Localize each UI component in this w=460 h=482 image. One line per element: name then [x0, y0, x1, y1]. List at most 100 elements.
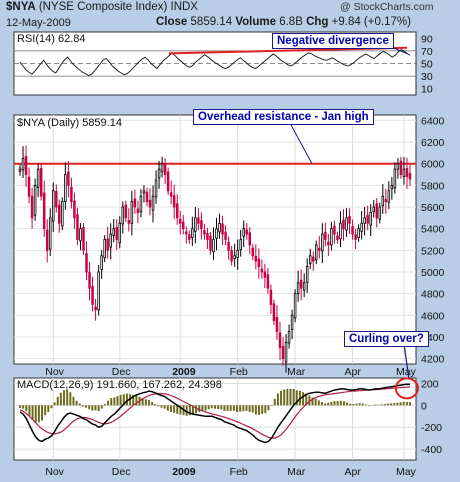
macd-histogram-bar	[141, 398, 144, 406]
price-candle-body	[236, 249, 239, 259]
macd-histogram-bar	[176, 405, 179, 414]
header-stats: Close 5859.14 Volume 6.8B Chg +9.84 (+0.…	[156, 16, 411, 28]
volume-label: Volume	[235, 16, 276, 28]
rsi-ytick-label: 50	[421, 59, 433, 71]
macd-xaxis-label: Feb	[230, 466, 248, 478]
close-label: Close	[156, 16, 188, 28]
macd-histogram-bar	[22, 405, 25, 409]
price-ytick-label: 5000	[421, 267, 445, 279]
macd-histogram-bar	[380, 404, 383, 406]
macd-histogram-bar	[393, 403, 396, 406]
macd-line	[19, 383, 411, 444]
macd-histogram-bar	[339, 400, 342, 406]
price-candle-body	[275, 317, 279, 332]
macd-histogram-bar	[292, 388, 295, 406]
price-candle-body	[254, 255, 258, 262]
macd-histogram-bar	[364, 404, 367, 406]
curling-callout-arrow	[403, 343, 410, 379]
price-candle-body	[67, 171, 70, 186]
macd-histogram-bar	[289, 388, 292, 406]
macd-histogram-bar	[220, 405, 223, 410]
exchange: INDX	[170, 1, 198, 13]
macd-histogram-bar	[122, 394, 125, 406]
price-candle-body	[287, 331, 291, 344]
macd-histogram-bar	[110, 398, 113, 406]
price-candle-body	[218, 222, 221, 233]
price-candle-body	[21, 157, 25, 171]
macd-histogram-bar	[119, 394, 122, 406]
price-candle-body	[381, 195, 385, 207]
price-candle-body	[175, 203, 179, 219]
price-candle-body	[378, 206, 382, 220]
price-candle-body	[33, 184, 37, 216]
macd-histogram-bar	[25, 405, 28, 412]
price-candle-body	[163, 163, 167, 175]
price-candle-body	[327, 241, 330, 246]
price-candle-body	[212, 239, 215, 253]
macd-xaxis-label: 2009	[172, 466, 196, 478]
price-candle-body	[145, 191, 149, 203]
price-ytick-label: 4600	[421, 310, 445, 322]
macd-histogram-bar	[37, 405, 40, 423]
price-candle-body	[82, 226, 85, 251]
price-candle-body	[384, 199, 388, 203]
callout-negative-divergence: Negative divergence	[272, 33, 394, 49]
macd-histogram-bar	[103, 404, 106, 406]
macd-histogram-bar	[361, 403, 364, 406]
price-candle-body	[61, 201, 64, 227]
macd-histogram-bar	[169, 405, 172, 412]
price-ytick-label: 6000	[421, 159, 445, 171]
price-candle-body	[369, 212, 372, 226]
macd-histogram-bar	[239, 405, 242, 412]
price-xaxis-label: 2009	[172, 366, 196, 378]
price-candle-body	[299, 279, 303, 289]
price-candle-body	[64, 174, 67, 203]
price-candle-body	[27, 176, 31, 197]
macd-xaxis-label: Apr	[345, 466, 362, 478]
macd-ytick-label: -400	[421, 444, 442, 456]
macd-histogram-bar	[242, 405, 245, 412]
macd-histogram-bar	[402, 401, 405, 406]
price-xaxis-label: Mar	[287, 366, 306, 378]
macd-histogram-bar	[85, 405, 88, 408]
price-candle-body	[272, 303, 276, 322]
macd-histogram-bar	[409, 402, 411, 406]
macd-histogram-bar	[283, 389, 286, 406]
price-ytick-label: 5400	[421, 224, 445, 236]
price-candle-body	[357, 228, 360, 238]
price-candle-body	[284, 341, 288, 363]
macd-ytick-label: -200	[421, 422, 442, 434]
price-candle-body	[194, 217, 197, 232]
macd-histogram-bar	[185, 405, 188, 416]
price-title: $NYA (Daily) 5859.14	[17, 117, 122, 129]
price-candle-body	[85, 253, 88, 273]
price-candle-body	[260, 268, 264, 273]
price-candle-body	[305, 266, 309, 283]
price-candle-body	[281, 346, 285, 359]
price-candle-body	[124, 204, 128, 219]
price-xaxis-label: Nov	[45, 366, 64, 378]
macd-histogram-bar	[374, 404, 377, 406]
macd-histogram-bar	[346, 402, 349, 406]
macd-histogram-bar	[173, 405, 176, 413]
macd-histogram-bar	[245, 405, 248, 411]
price-candle-body	[169, 192, 173, 197]
macd-histogram-bar	[44, 405, 47, 416]
macd-histogram-bar	[157, 405, 160, 407]
macd-histogram-bar	[286, 388, 289, 406]
rsi-title: RSI(14) 62.84	[17, 33, 85, 45]
price-candle-body	[45, 229, 49, 251]
price-candle-body	[387, 190, 391, 203]
header-title-line: $NYA (NYSE Composite Index) INDX	[6, 1, 198, 13]
macd-ytick-label: 200	[421, 378, 439, 390]
macd-histogram-bar	[201, 405, 204, 412]
price-candle-body	[88, 272, 91, 289]
price-candle-body	[366, 214, 369, 224]
price-candle-body	[154, 179, 158, 198]
macd-histogram-bar	[31, 405, 34, 420]
macd-histogram-bar	[302, 392, 305, 406]
price-candle-body	[296, 282, 300, 295]
macd-histogram-bar	[113, 397, 116, 406]
macd-title: MACD(12,26,9) 191.660, 167.262, 24.398	[17, 379, 222, 391]
macd-histogram-bar	[210, 405, 213, 409]
